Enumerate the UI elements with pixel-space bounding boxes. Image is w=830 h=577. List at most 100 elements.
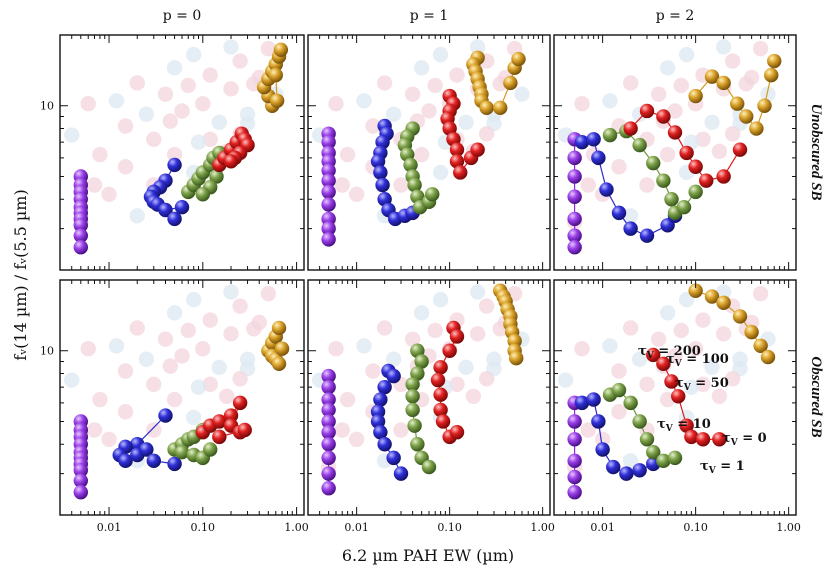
- green-point: [203, 442, 218, 457]
- purple-point: [321, 163, 336, 178]
- purple-point: [567, 485, 582, 500]
- panel-plot-area: [64, 284, 290, 500]
- purple-point: [73, 240, 89, 255]
- background-point: [695, 131, 711, 147]
- background-point: [752, 40, 769, 57]
- panel-plot-area: [64, 39, 289, 255]
- column-title-p2: p = 2: [656, 8, 695, 24]
- blue-point: [167, 157, 182, 173]
- panel-5: 0.01 0.10 1.00: [307, 279, 555, 534]
- background-point: [334, 177, 350, 193]
- red-track-line: [437, 327, 458, 438]
- background-point: [469, 39, 486, 55]
- blue-point: [586, 132, 601, 147]
- purple-point: [321, 232, 336, 247]
- background-point: [186, 46, 202, 63]
- background-point: [478, 371, 495, 387]
- background-point: [202, 131, 218, 147]
- purple-point: [321, 450, 336, 466]
- background-point: [760, 86, 776, 102]
- blue-point: [118, 453, 133, 469]
- column-title-p0: p = 0: [163, 8, 202, 24]
- green-point: [407, 418, 422, 433]
- gold-point: [273, 42, 289, 58]
- green-point: [611, 382, 627, 398]
- blue-point: [586, 392, 601, 407]
- green-point: [407, 177, 422, 193]
- tau-label-0: τV = 0: [722, 431, 767, 448]
- blue-point: [174, 200, 190, 215]
- background-point: [724, 126, 741, 142]
- purple-point: [321, 481, 336, 496]
- background-point: [711, 388, 728, 404]
- red-point: [656, 356, 671, 371]
- y-tick-label: 10: [40, 345, 54, 358]
- purple-point: [567, 228, 582, 243]
- background-point: [469, 326, 486, 342]
- purple-point: [567, 150, 582, 166]
- background-point: [580, 177, 596, 193]
- background-point: [328, 96, 344, 112]
- background-point: [715, 284, 732, 300]
- green-point: [646, 155, 661, 171]
- background-point: [413, 60, 430, 76]
- purple-point: [567, 169, 582, 184]
- purple-point: [73, 463, 89, 478]
- background-point: [339, 391, 356, 408]
- gold-point: [269, 93, 285, 108]
- background-point: [639, 177, 655, 193]
- background-point: [376, 75, 393, 91]
- red-point: [232, 395, 248, 411]
- background-point: [478, 298, 495, 314]
- background-point: [180, 77, 196, 94]
- green-point: [410, 437, 425, 452]
- purple-point: [321, 184, 336, 200]
- purple-point: [73, 228, 89, 243]
- panels: 10 0.01 0.10 1.00 10 0.01 0.10 1.00 0.01 0.10 1.00: [40, 34, 801, 534]
- red-point: [679, 145, 694, 161]
- background-point: [232, 53, 248, 69]
- blue-point: [595, 442, 610, 457]
- background-point: [611, 363, 627, 379]
- blue-point: [599, 182, 614, 197]
- panel-1: 10: [40, 34, 305, 271]
- tau-label-100: τV = 100: [666, 352, 729, 369]
- background-point: [186, 409, 202, 426]
- blue-point: [167, 456, 182, 472]
- background-point: [427, 77, 443, 94]
- purple-point: [567, 211, 582, 227]
- background-point: [622, 320, 639, 336]
- red-point: [699, 173, 714, 188]
- background-point: [594, 431, 611, 447]
- background-point: [413, 146, 430, 163]
- blue-point: [375, 134, 390, 150]
- blue-point: [373, 425, 388, 440]
- background-point: [704, 114, 720, 131]
- red-point: [667, 125, 683, 140]
- background-point: [678, 46, 695, 63]
- background-point: [432, 164, 449, 181]
- purple-point: [321, 221, 336, 236]
- background-point: [683, 379, 700, 395]
- red-point: [453, 165, 468, 180]
- purple-point: [567, 189, 582, 204]
- background-point: [211, 114, 228, 131]
- background-point: [659, 60, 676, 76]
- background-point: [752, 285, 769, 302]
- tau-label-50: τV = 50: [675, 376, 729, 393]
- background-point: [376, 320, 393, 336]
- blue-point: [370, 154, 386, 169]
- background-point: [356, 93, 372, 109]
- gold-point: [749, 121, 764, 136]
- gold-point: [274, 341, 290, 356]
- gold-point: [757, 98, 772, 113]
- background-point: [711, 143, 728, 159]
- purple-point: [73, 218, 89, 233]
- blue-point: [373, 392, 388, 407]
- red-point: [695, 432, 711, 447]
- background-point: [166, 60, 183, 76]
- red-point: [430, 372, 446, 388]
- blue-point: [623, 221, 638, 236]
- gold-point: [271, 320, 287, 336]
- red-point: [433, 387, 448, 402]
